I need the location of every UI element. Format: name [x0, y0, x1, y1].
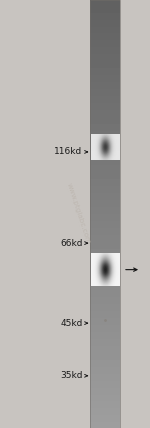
Bar	[90, 0, 120, 428]
Text: 66kd: 66kd	[60, 238, 82, 248]
Text: 35kd: 35kd	[60, 371, 82, 380]
Text: www.ptglabc.com: www.ptglabc.com	[65, 183, 91, 245]
Text: 116kd: 116kd	[54, 147, 82, 157]
Text: 45kd: 45kd	[60, 318, 82, 328]
